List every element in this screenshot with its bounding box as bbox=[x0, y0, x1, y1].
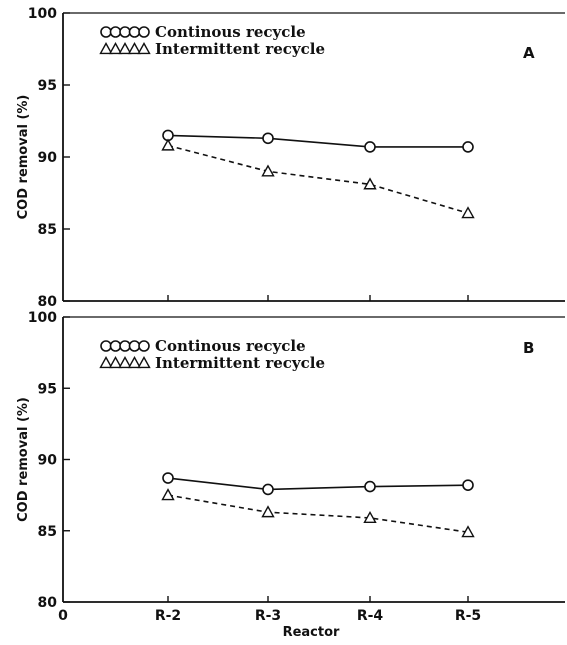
legend-symbol bbox=[137, 42, 151, 55]
series-continuous bbox=[162, 129, 474, 153]
series-intermittent bbox=[161, 138, 475, 219]
data-point bbox=[161, 488, 175, 501]
legend-symbol bbox=[100, 26, 112, 38]
series-intermittent bbox=[161, 488, 475, 538]
data-point bbox=[461, 525, 475, 538]
legend-symbol bbox=[109, 26, 122, 38]
legend-symbol bbox=[99, 356, 113, 369]
legend-symbol bbox=[119, 26, 131, 38]
y-tick-label: 85 bbox=[38, 222, 57, 238]
data-point bbox=[262, 483, 274, 496]
chart-panel-b: 80 85 90 95 100 0 R-2 R-3 R-4 R-5 Reactor COD remov… bbox=[16, 310, 565, 640]
legend-label: Intermittent recycle bbox=[155, 40, 325, 58]
data-point bbox=[461, 206, 475, 219]
data-point bbox=[364, 141, 376, 153]
data-point bbox=[261, 505, 275, 518]
panel-letter: A bbox=[523, 44, 535, 62]
x-axis-title: Reactor bbox=[283, 625, 340, 640]
series-line bbox=[167, 477, 469, 491]
legend-symbol bbox=[118, 42, 132, 55]
data-point bbox=[162, 472, 174, 484]
y-tick-label: 95 bbox=[38, 78, 57, 94]
data-point bbox=[364, 480, 376, 493]
legend-symbol bbox=[100, 340, 112, 352]
x-tick-label: R-3 bbox=[255, 608, 281, 624]
legend-symbol bbox=[137, 356, 151, 369]
y-tick-label: 100 bbox=[28, 6, 57, 22]
x-tick-label: R-5 bbox=[455, 608, 481, 624]
legend-symbol bbox=[127, 42, 142, 55]
data-point bbox=[262, 132, 274, 145]
legend-label: Intermittent recycle bbox=[155, 354, 325, 372]
x-tick-label: 0 bbox=[58, 608, 68, 624]
y-tick-label: 80 bbox=[38, 294, 58, 310]
series-line bbox=[167, 494, 469, 533]
legend-symbol bbox=[128, 340, 141, 352]
legend-symbol bbox=[118, 356, 132, 369]
legend-symbol bbox=[109, 340, 122, 352]
series-line bbox=[167, 144, 469, 214]
data-point bbox=[462, 141, 474, 153]
y-tick-label: 95 bbox=[38, 381, 57, 397]
y-axis-title: COD removal (%) bbox=[16, 397, 31, 522]
y-tick-label: 90 bbox=[38, 453, 58, 469]
legend-label: Continous recycle bbox=[155, 337, 306, 355]
chart-panel-a: 80 85 90 95 100 COD removal (%) A Continous rec… bbox=[16, 6, 565, 310]
legend-symbol bbox=[127, 356, 142, 369]
legend-symbol bbox=[108, 356, 123, 369]
x-tick-label: R-2 bbox=[155, 608, 181, 624]
legend-symbol bbox=[138, 340, 150, 352]
y-tick-label: 100 bbox=[28, 310, 57, 326]
series-continuous bbox=[162, 472, 474, 496]
x-tick-label: R-4 bbox=[357, 608, 384, 624]
legend-symbol bbox=[128, 26, 141, 38]
data-point bbox=[161, 138, 175, 151]
panel-letter: B bbox=[523, 339, 534, 357]
y-tick-label: 85 bbox=[38, 524, 57, 540]
series-line bbox=[167, 134, 468, 148]
data-point bbox=[261, 164, 275, 177]
y-axis-title: COD removal (%) bbox=[16, 95, 31, 220]
legend-symbol bbox=[108, 42, 123, 55]
y-tick-label: 80 bbox=[38, 595, 58, 611]
legend-label: Continous recycle bbox=[155, 23, 306, 41]
data-point bbox=[363, 510, 377, 524]
data-point bbox=[462, 479, 474, 491]
legend-symbol bbox=[99, 42, 113, 55]
legend-symbol bbox=[138, 26, 150, 38]
legend-symbol bbox=[119, 340, 131, 352]
y-tick-label: 90 bbox=[38, 150, 58, 166]
data-point bbox=[363, 177, 377, 190]
